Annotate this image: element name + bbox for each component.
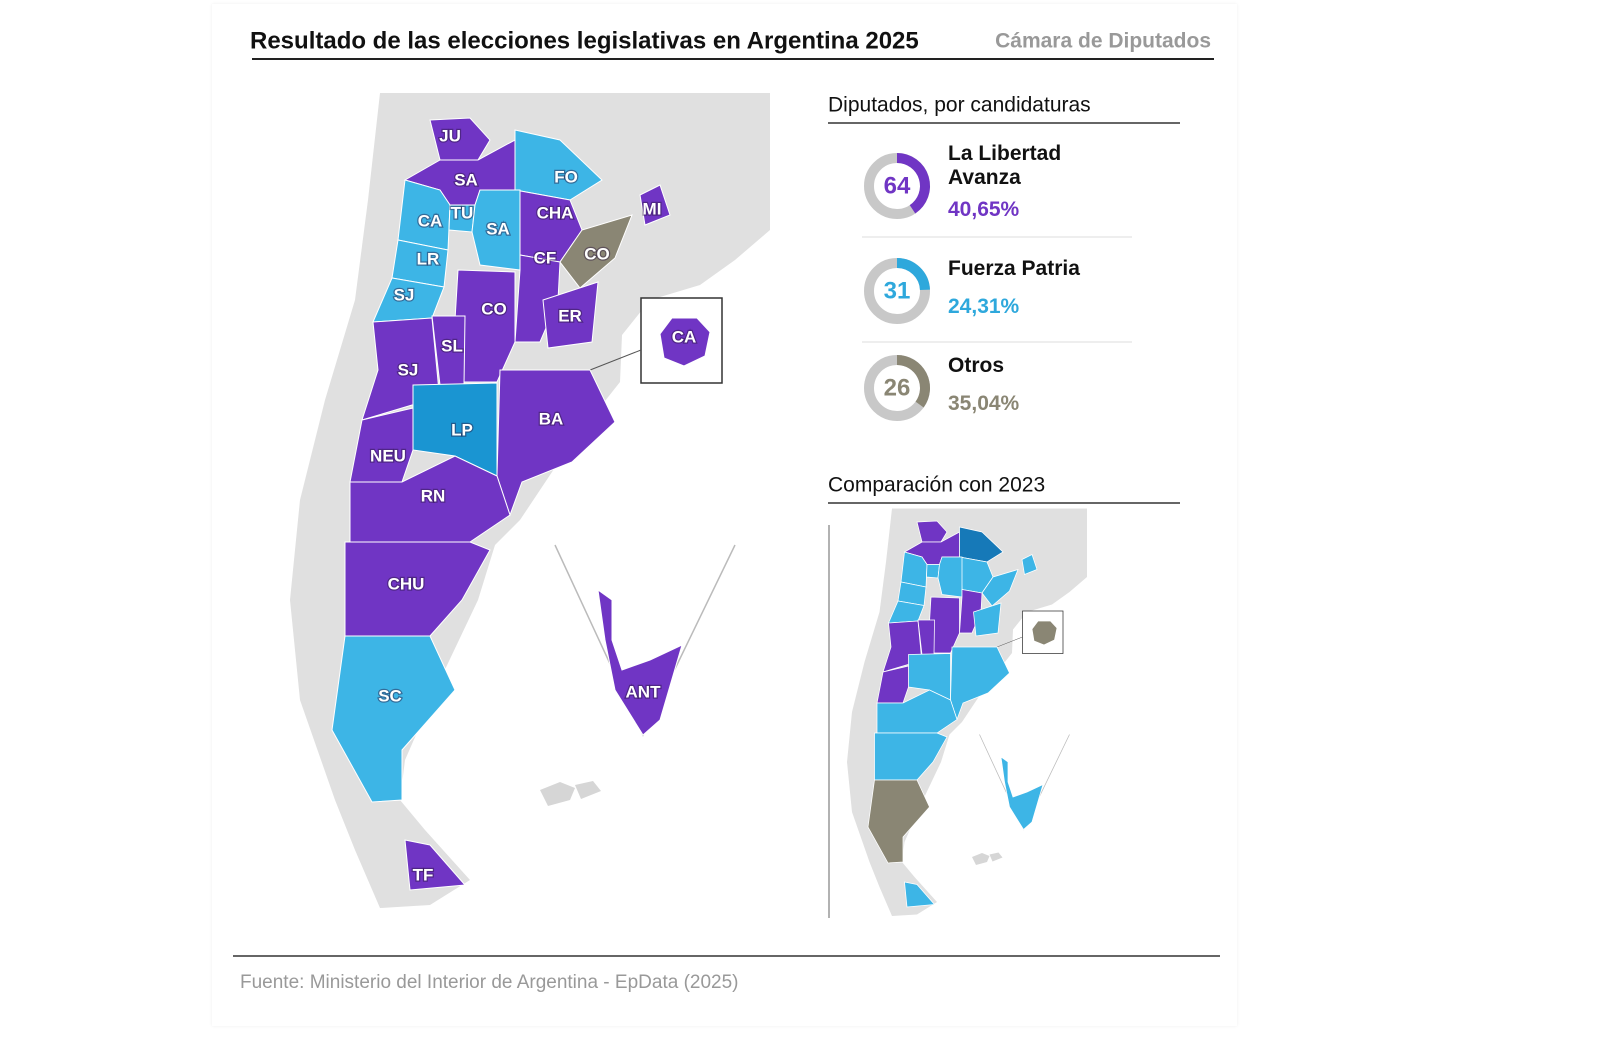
party-name: Otros	[948, 354, 1005, 377]
province-label: JU	[439, 126, 461, 145]
source: Fuente: Ministerio del Interior de Argen…	[240, 972, 739, 993]
province-label: SA	[454, 170, 478, 189]
province	[331, 635, 456, 803]
province-label: CA	[672, 327, 697, 346]
province	[404, 839, 467, 891]
inset-leader	[994, 636, 1023, 649]
province-label: MI	[643, 199, 662, 218]
province	[937, 556, 963, 598]
province-label: CHA	[537, 203, 574, 222]
province-label: FO	[554, 167, 578, 186]
inset-leader	[584, 349, 642, 373]
province	[950, 646, 1010, 721]
province	[639, 184, 671, 226]
donut-arc	[896, 258, 930, 291]
province	[349, 407, 414, 483]
province	[874, 732, 948, 781]
province	[904, 881, 936, 908]
province-label: SA	[486, 219, 510, 238]
province-label: CHU	[388, 574, 425, 593]
province	[659, 317, 711, 367]
province-label: SJ	[394, 285, 415, 304]
province-label: SJ	[398, 360, 419, 379]
party-percent: 24,31%	[948, 295, 1020, 318]
mini-map	[847, 508, 1087, 916]
province-label: CA	[418, 211, 443, 230]
province	[876, 665, 909, 704]
province	[916, 520, 948, 543]
province-label: TU	[451, 203, 474, 222]
province	[496, 369, 616, 517]
province	[1031, 620, 1058, 646]
panel-title: Diputados, por candidaturas	[828, 94, 1091, 117]
malvinas	[540, 781, 601, 806]
province	[1000, 756, 1044, 831]
comparison-title: Comparación con 2023	[828, 474, 1045, 497]
province	[867, 779, 930, 864]
province	[597, 588, 683, 736]
province	[514, 129, 603, 201]
subtitle: Cámara de Diputados	[995, 30, 1211, 53]
seats: 31	[884, 277, 911, 304]
province-label: SC	[378, 686, 402, 705]
party-name: Fuerza Patria	[948, 257, 1080, 280]
donut-arc	[896, 355, 930, 408]
seats: 26	[884, 374, 911, 401]
province	[926, 564, 940, 579]
seats: 64	[884, 172, 911, 199]
province-label: RN	[421, 486, 446, 505]
province-label: LR	[417, 249, 440, 268]
party-percent: 40,65%	[948, 198, 1020, 221]
malvinas	[972, 852, 1003, 865]
province-label: BA	[539, 409, 564, 428]
province-label: LP	[451, 420, 473, 439]
province	[959, 526, 1004, 563]
province-label: NEU	[370, 446, 406, 465]
title: Resultado de las elecciones legislativas…	[250, 27, 919, 54]
province-label: SL	[441, 336, 463, 355]
party-percent: 35,04%	[948, 392, 1020, 415]
province-label: TF	[413, 865, 434, 884]
province-label: ER	[558, 306, 582, 325]
province-label: ANT	[626, 682, 662, 701]
province	[973, 602, 1002, 637]
province	[559, 214, 633, 289]
province	[1021, 553, 1038, 576]
province-label: CO	[481, 299, 507, 318]
donut-arc	[896, 153, 930, 214]
province-label: CO	[584, 244, 610, 263]
province	[981, 568, 1019, 607]
province	[542, 281, 599, 349]
province	[429, 117, 491, 161]
province-label: CF	[534, 248, 557, 267]
party-name: La Libertad Avanza	[948, 142, 1062, 189]
